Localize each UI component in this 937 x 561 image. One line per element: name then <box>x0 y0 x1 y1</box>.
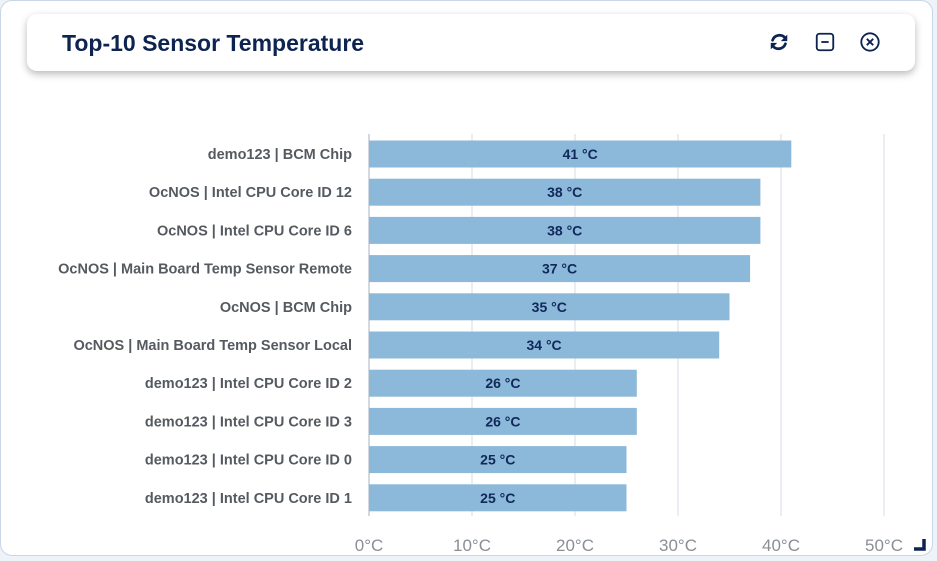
x-tick-label-4: 40°C <box>762 536 800 555</box>
category-label-7: demo123 | Intel CPU Core ID 3 <box>145 414 352 430</box>
category-label-3: OcNOS | Main Board Temp Sensor Remote <box>58 262 352 278</box>
category-label-1: OcNOS | Intel CPU Core ID 12 <box>149 185 352 201</box>
minimize-icon <box>815 32 835 52</box>
category-label-2: OcNOS | Intel CPU Core ID 6 <box>157 223 352 239</box>
x-tick-label-1: 10°C <box>453 536 491 555</box>
bar-value-label-2: 38 °C <box>547 222 582 238</box>
bar-8 <box>369 446 627 474</box>
close-icon <box>860 32 880 52</box>
x-tick-label-0: 0°C <box>355 536 384 555</box>
x-tick-label-2: 20°C <box>556 536 594 555</box>
bar-5 <box>369 331 720 359</box>
bar-9 <box>369 484 627 512</box>
resize-handle-icon[interactable] <box>913 538 927 552</box>
bar-3 <box>369 255 751 283</box>
category-label-5: OcNOS | Main Board Temp Sensor Local <box>73 338 352 354</box>
category-label-8: demo123 | Intel CPU Core ID 0 <box>145 453 352 469</box>
bar-7 <box>369 407 637 435</box>
category-label-6: demo123 | Intel CPU Core ID 2 <box>145 376 352 392</box>
bar-0 <box>369 140 792 168</box>
bar-4 <box>369 293 730 321</box>
category-label-9: demo123 | Intel CPU Core ID 1 <box>145 491 352 507</box>
minimize-button[interactable] <box>813 30 837 54</box>
bar-value-label-8: 25 °C <box>480 452 515 468</box>
x-tick-label-5: 50°C <box>865 536 903 555</box>
refresh-icon <box>770 33 788 51</box>
category-label-4: OcNOS | BCM Chip <box>220 300 352 316</box>
widget-title: Top-10 Sensor Temperature <box>62 30 365 56</box>
widget-header: Top-10 Sensor Temperature <box>27 14 915 71</box>
bar-value-label-1: 38 °C <box>547 184 582 200</box>
bar-value-label-9: 25 °C <box>480 490 515 506</box>
bar-value-label-6: 26 °C <box>485 375 520 391</box>
category-label-0: demo123 | BCM Chip <box>208 147 352 163</box>
bar-1 <box>369 178 761 206</box>
bar-2 <box>369 216 761 244</box>
bar-value-label-4: 35 °C <box>532 299 567 315</box>
bar-value-label-3: 37 °C <box>542 261 577 277</box>
bar-value-label-0: 41 °C <box>563 146 598 162</box>
bar-value-label-7: 26 °C <box>485 413 520 429</box>
bar-6 <box>369 369 637 397</box>
x-tick-label-3: 30°C <box>659 536 697 555</box>
close-button[interactable] <box>858 30 882 54</box>
refresh-button[interactable] <box>767 30 791 54</box>
bar-value-label-5: 34 °C <box>527 337 562 353</box>
